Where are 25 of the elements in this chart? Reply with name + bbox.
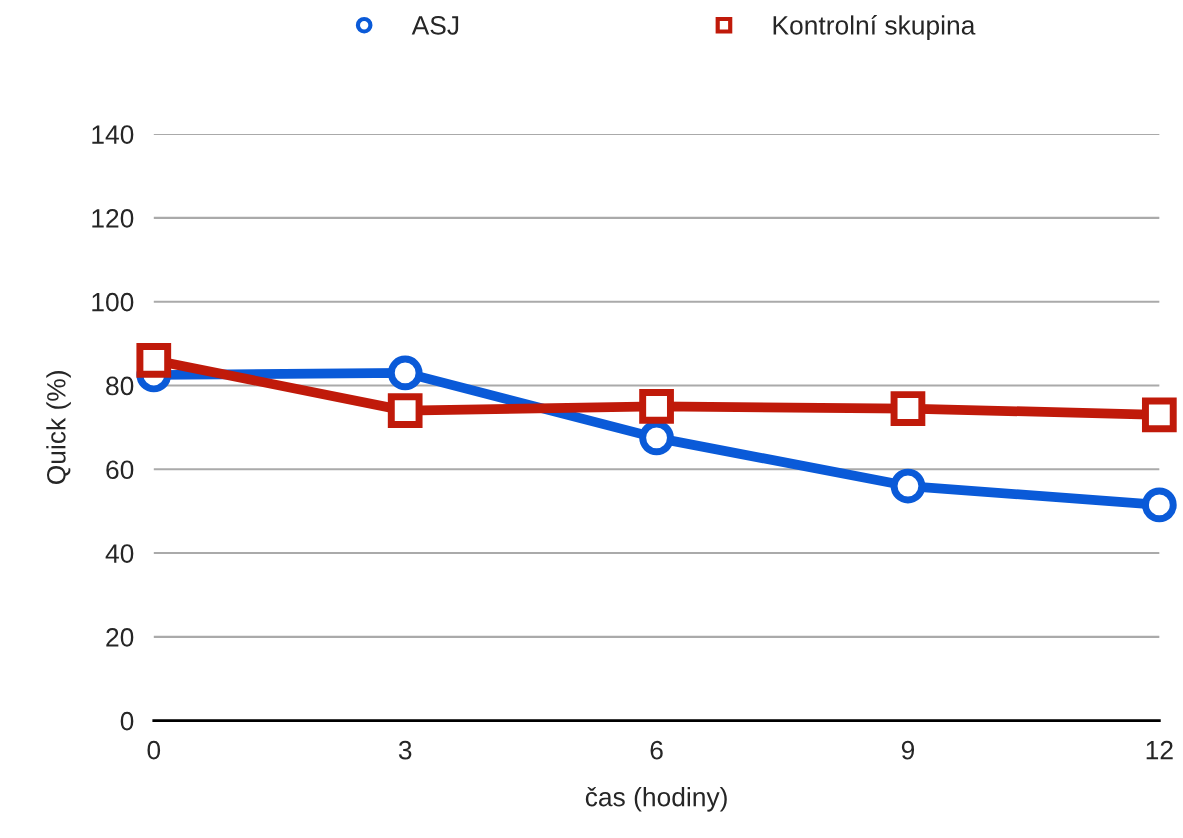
x-tick-label: 6 xyxy=(650,740,663,760)
y-tick-label: 40 xyxy=(105,544,134,563)
point xyxy=(1141,397,1177,433)
y-tick-label: 60 xyxy=(106,460,134,480)
x-tick-label: 0 xyxy=(147,740,161,760)
point xyxy=(1141,487,1177,523)
x-tick-label: 3 xyxy=(398,740,412,760)
point xyxy=(136,342,172,378)
x-tick-label: 9 xyxy=(901,740,915,760)
y-tick-label: 80 xyxy=(106,376,134,396)
point xyxy=(639,389,674,424)
legend-label: ASJ xyxy=(411,16,459,35)
legend-label: Kontrolní skupina xyxy=(773,15,976,40)
point xyxy=(387,393,423,428)
x-tick-label: 12 xyxy=(1146,740,1173,760)
y-tick-label: 0 xyxy=(120,711,134,731)
point xyxy=(890,391,926,426)
point xyxy=(387,355,423,391)
y-axis-title: Quick (%) xyxy=(46,371,71,485)
y-tick-label: 20 xyxy=(106,628,134,647)
y-tick-label: 140 xyxy=(92,125,134,144)
x-axis-title: čas (hodiny) xyxy=(585,786,727,812)
y-tick-label: 120 xyxy=(92,209,134,228)
point xyxy=(890,468,926,504)
y-tick-label: 100 xyxy=(92,292,134,312)
